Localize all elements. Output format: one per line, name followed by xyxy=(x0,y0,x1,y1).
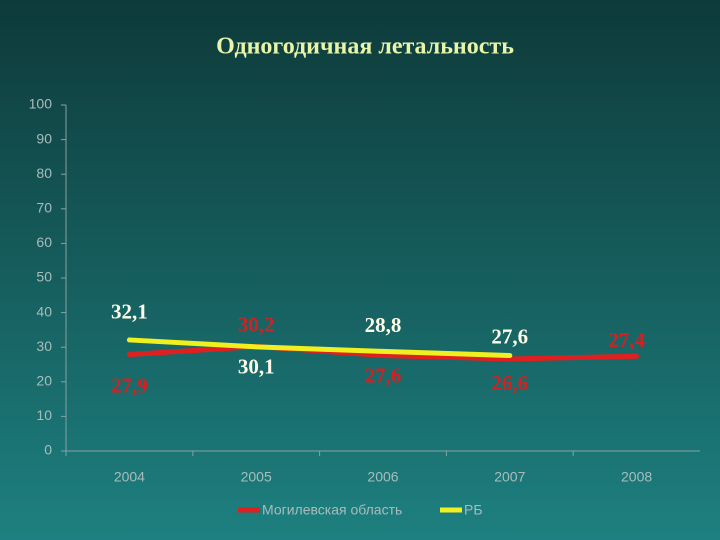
y-tick-label: 100 xyxy=(29,96,53,112)
series-line xyxy=(126,344,640,362)
y-tick-label: 40 xyxy=(36,303,52,319)
data-label: 30,1 xyxy=(238,355,275,379)
y-tick-label: 50 xyxy=(36,269,52,285)
legend-label: РБ xyxy=(464,502,483,518)
legend-label: Могилевская область xyxy=(262,502,402,518)
y-tick-label: 20 xyxy=(36,373,52,389)
x-tick-label: 2005 xyxy=(241,469,272,485)
chart-title: Одногодичная летальность xyxy=(216,34,514,60)
y-tick-label: 90 xyxy=(36,130,52,146)
data-label: 30,2 xyxy=(238,312,275,336)
x-tick-label: 2007 xyxy=(494,469,525,485)
x-tick-label: 2006 xyxy=(367,469,398,485)
data-label: 28,8 xyxy=(365,313,402,337)
y-tick-label: 80 xyxy=(36,165,52,181)
y-tick-label: 60 xyxy=(36,234,52,250)
x-tick-label: 2008 xyxy=(621,469,652,485)
y-tick-label: 70 xyxy=(36,200,52,216)
data-label: 27,6 xyxy=(365,363,402,387)
y-tick-label: 10 xyxy=(36,407,52,423)
y-tick-label: 30 xyxy=(36,338,52,354)
data-label: 27,9 xyxy=(111,373,148,397)
data-label: 32,1 xyxy=(111,300,148,324)
data-label: 27,6 xyxy=(491,324,528,348)
x-tick-label: 2004 xyxy=(114,469,145,485)
data-label: 26,6 xyxy=(491,371,528,395)
data-label: 27,4 xyxy=(608,328,645,352)
y-tick-label: 0 xyxy=(44,442,52,458)
series-line xyxy=(126,337,513,359)
